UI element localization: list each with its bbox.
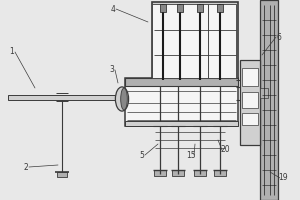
Bar: [194, 170, 206, 176]
Bar: [214, 170, 226, 176]
Bar: [125, 121, 238, 126]
Bar: [242, 92, 258, 108]
Bar: [197, 4, 203, 12]
Bar: [160, 4, 166, 12]
Bar: [125, 78, 238, 126]
Bar: [57, 172, 67, 177]
Bar: [125, 78, 238, 86]
Text: 4: 4: [111, 4, 116, 14]
Text: 15: 15: [186, 150, 196, 160]
Bar: [180, 4, 208, 78]
Bar: [177, 4, 183, 12]
Bar: [242, 68, 258, 86]
Bar: [217, 4, 223, 12]
Bar: [242, 113, 258, 125]
Text: 6: 6: [277, 32, 281, 42]
Bar: [152, 2, 238, 80]
Text: 20: 20: [220, 146, 230, 154]
Text: 1: 1: [10, 47, 14, 56]
Bar: [260, 0, 278, 200]
Bar: [172, 170, 184, 176]
Text: 19: 19: [278, 173, 288, 182]
Text: 2: 2: [24, 162, 28, 171]
Text: 5: 5: [140, 150, 144, 160]
Bar: [260, 88, 268, 98]
Bar: [208, 4, 236, 78]
Bar: [152, 4, 180, 78]
Text: 3: 3: [110, 66, 114, 74]
Bar: [8, 95, 120, 100]
Bar: [154, 170, 166, 176]
Ellipse shape: [121, 88, 127, 110]
Bar: [240, 60, 260, 145]
Ellipse shape: [116, 87, 129, 111]
